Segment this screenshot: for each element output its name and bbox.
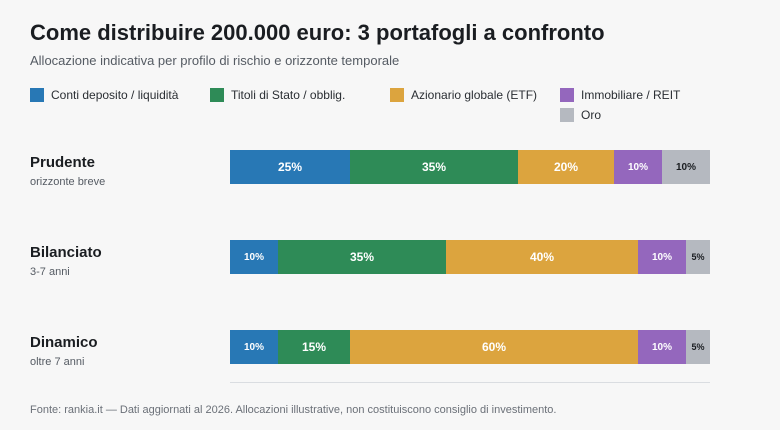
source-note: Fonte: rankia.it — Dati aggiornati al 20… bbox=[30, 404, 557, 416]
legend-label: Immobiliare / REIT bbox=[581, 88, 681, 102]
bar-segment: 10% bbox=[230, 240, 278, 274]
bar-segment: 15% bbox=[278, 330, 350, 364]
bar-segment: 10% bbox=[638, 330, 686, 364]
legend-label: Azionario globale (ETF) bbox=[411, 88, 538, 102]
portfolio-horizon: oltre 7 anni bbox=[30, 356, 85, 368]
legend-swatch bbox=[390, 88, 404, 102]
legend-label: Conti deposito / liquidità bbox=[51, 88, 179, 102]
legend-label: Titoli di Stato / obblig. bbox=[231, 88, 346, 102]
bar-segment: 35% bbox=[278, 240, 446, 274]
bar-value-label: 40% bbox=[529, 250, 555, 264]
bar-segment: 10% bbox=[662, 150, 710, 184]
portfolio-label: Dinamico oltre 7 anni bbox=[30, 334, 98, 368]
stacked-bar: 25% 35% 20% 10% 10% bbox=[230, 150, 710, 184]
bar-segment: 40% bbox=[446, 240, 638, 274]
bar-segment: 10% bbox=[638, 240, 686, 274]
bar-value-label: 5% bbox=[691, 252, 705, 262]
bar-value-label: 60% bbox=[481, 340, 507, 354]
bar-value-label: 10% bbox=[675, 161, 696, 173]
legend-item: Azionario globale (ETF) bbox=[390, 87, 537, 103]
bar-value-label: 35% bbox=[349, 250, 375, 264]
legend-swatch bbox=[560, 108, 574, 122]
chart-title: Come distribuire 200.000 euro: 3 portafo… bbox=[30, 20, 605, 45]
bar-value-label: 10% bbox=[651, 341, 672, 353]
legend-item: Oro bbox=[560, 107, 601, 123]
stacked-bar: 10% 35% 40% 10% 5% bbox=[230, 240, 710, 274]
bar-segment: 10% bbox=[230, 330, 278, 364]
legend-swatch bbox=[30, 88, 44, 102]
portfolio-name: Dinamico bbox=[30, 334, 98, 351]
bar-segment: 10% bbox=[614, 150, 662, 184]
chart-subtitle: Allocazione indicativa per profilo di ri… bbox=[30, 53, 400, 68]
portfolio-label: Prudente orizzonte breve bbox=[30, 154, 105, 188]
bar-value-label: 10% bbox=[651, 251, 672, 263]
portfolio-label: Bilanciato 3-7 anni bbox=[30, 244, 102, 278]
legend-item: Conti deposito / liquidità bbox=[30, 87, 178, 103]
bar-segment: 20% bbox=[518, 150, 614, 184]
bar-value-label: 25% bbox=[277, 160, 303, 174]
legend-label: Oro bbox=[581, 108, 602, 122]
legend-item: Immobiliare / REIT bbox=[560, 87, 680, 103]
portfolio-horizon: 3-7 anni bbox=[30, 266, 70, 278]
bar-value-label: 10% bbox=[627, 161, 648, 173]
legend-swatch bbox=[560, 88, 574, 102]
bar-segment: 35% bbox=[350, 150, 518, 184]
axis-baseline bbox=[230, 382, 710, 383]
portfolio-name: Prudente bbox=[30, 154, 96, 171]
bar-value-label: 35% bbox=[421, 160, 447, 174]
bar-value-label: 5% bbox=[691, 342, 705, 352]
legend-item: Titoli di Stato / obblig. bbox=[210, 87, 345, 103]
bar-segment: 60% bbox=[350, 330, 638, 364]
bar-segment: 5% bbox=[686, 240, 710, 274]
bar-segment: 5% bbox=[686, 330, 710, 364]
legend-swatch bbox=[210, 88, 224, 102]
bar-value-label: 10% bbox=[243, 251, 264, 263]
stacked-bar: 10% 15% 60% 10% 5% bbox=[230, 330, 710, 364]
portfolio-name: Bilanciato bbox=[30, 244, 102, 261]
bar-segment: 25% bbox=[230, 150, 350, 184]
bar-value-label: 20% bbox=[553, 160, 579, 174]
bar-value-label: 10% bbox=[243, 341, 264, 353]
bar-value-label: 15% bbox=[301, 340, 327, 354]
portfolio-horizon: orizzonte breve bbox=[30, 176, 106, 188]
